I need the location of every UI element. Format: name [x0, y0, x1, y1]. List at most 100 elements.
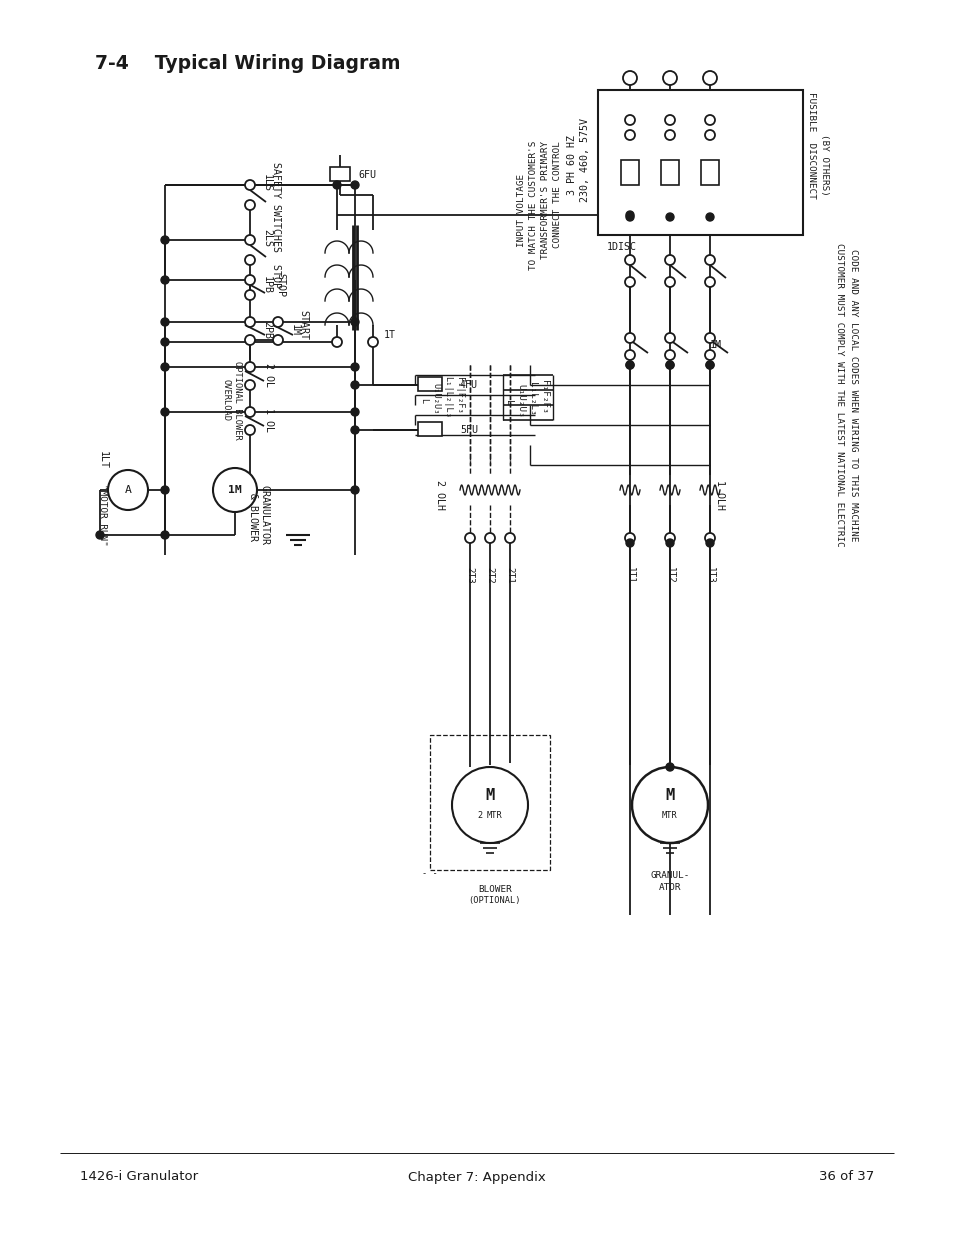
Circle shape — [273, 317, 283, 327]
Text: 1DISC: 1DISC — [606, 242, 637, 252]
Circle shape — [625, 361, 634, 369]
Circle shape — [351, 182, 358, 189]
Text: 1 OLH: 1 OLH — [714, 480, 724, 510]
Circle shape — [161, 363, 169, 370]
Circle shape — [664, 130, 675, 140]
Circle shape — [245, 200, 254, 210]
Bar — [430, 735, 550, 869]
Text: 2T3: 2T3 — [465, 567, 474, 583]
Text: 2T1: 2T1 — [505, 567, 514, 583]
Circle shape — [702, 70, 717, 85]
Circle shape — [704, 130, 714, 140]
Circle shape — [704, 350, 714, 359]
Circle shape — [664, 333, 675, 343]
Text: START: START — [297, 310, 308, 340]
Circle shape — [464, 534, 475, 543]
Text: (OPTIONAL): (OPTIONAL) — [468, 895, 520, 904]
Circle shape — [665, 361, 673, 369]
Circle shape — [161, 275, 169, 284]
Circle shape — [665, 212, 673, 221]
Circle shape — [705, 361, 713, 369]
Circle shape — [161, 408, 169, 416]
Text: & BLOWER: & BLOWER — [248, 493, 257, 541]
Bar — [417, 422, 441, 436]
Circle shape — [664, 254, 675, 266]
Circle shape — [332, 337, 341, 347]
Circle shape — [704, 333, 714, 343]
Text: U₁U₂U₃: U₁U₂U₃ — [431, 383, 440, 415]
Text: SAFETY SWITCHES  STOP: SAFETY SWITCHES STOP — [271, 162, 281, 288]
Text: L: L — [504, 400, 513, 406]
Circle shape — [664, 350, 675, 359]
Circle shape — [664, 534, 675, 543]
Bar — [700, 161, 719, 185]
Text: 1 OL: 1 OL — [264, 408, 274, 432]
Circle shape — [245, 254, 254, 266]
Text: 2LS: 2LS — [262, 228, 272, 247]
Text: CODE AND ANY LOCAL CODES WHEN WIRING TO THIS MACHINE: CODE AND ANY LOCAL CODES WHEN WIRING TO … — [848, 248, 858, 541]
Bar — [620, 161, 639, 185]
Circle shape — [273, 335, 283, 345]
Circle shape — [351, 408, 358, 416]
Text: TRANSFORMER'S PRIMARY: TRANSFORMER'S PRIMARY — [541, 141, 550, 259]
Bar — [330, 167, 350, 182]
Circle shape — [452, 767, 527, 844]
Text: M: M — [485, 788, 495, 803]
Text: L₁|L₂|L₃: L₁|L₂|L₃ — [443, 375, 452, 417]
Text: 1T3: 1T3 — [705, 567, 714, 583]
Text: TO MATCH THE CUSTOMER'S: TO MATCH THE CUSTOMER'S — [529, 141, 537, 269]
Circle shape — [665, 538, 673, 547]
Text: U₁U₂U₃: U₁U₂U₃ — [516, 384, 525, 417]
Circle shape — [665, 763, 673, 771]
Circle shape — [351, 426, 358, 433]
Circle shape — [624, 534, 635, 543]
Circle shape — [245, 380, 254, 390]
Text: MTR: MTR — [487, 810, 502, 820]
Text: 1T: 1T — [384, 330, 395, 340]
Circle shape — [625, 361, 634, 369]
Circle shape — [161, 317, 169, 326]
Circle shape — [161, 487, 169, 494]
Circle shape — [245, 180, 254, 190]
Circle shape — [245, 235, 254, 245]
Circle shape — [704, 254, 714, 266]
Text: L: L — [419, 399, 428, 404]
Circle shape — [161, 236, 169, 245]
Text: 1M: 1M — [709, 340, 721, 350]
Circle shape — [622, 70, 637, 85]
Text: GRANUL-: GRANUL- — [650, 871, 689, 879]
Text: - -: - - — [421, 868, 437, 878]
Text: 1426-i Granulator: 1426-i Granulator — [80, 1171, 198, 1183]
Text: F₁F₂F₃: F₁F₂F₃ — [540, 380, 549, 414]
Circle shape — [504, 534, 515, 543]
Circle shape — [704, 115, 714, 125]
Circle shape — [351, 363, 358, 370]
Text: STOP: STOP — [274, 273, 285, 296]
Bar — [417, 377, 441, 391]
Circle shape — [351, 487, 358, 494]
Circle shape — [704, 277, 714, 287]
Circle shape — [624, 277, 635, 287]
Text: BLOWER: BLOWER — [477, 885, 512, 894]
Circle shape — [624, 130, 635, 140]
Text: 1LT: 1LT — [98, 451, 108, 469]
Text: CUSTOMER MUST COMPLY WITH THE LATEST NATIONAL ELECTRIC: CUSTOMER MUST COMPLY WITH THE LATEST NAT… — [835, 243, 843, 547]
Text: 3 PH 60 HZ: 3 PH 60 HZ — [566, 135, 577, 195]
Text: 2T2: 2T2 — [485, 567, 494, 583]
Circle shape — [625, 538, 634, 547]
Text: 230, 460, 575V: 230, 460, 575V — [579, 119, 589, 203]
Text: INPUT VOLTAGE: INPUT VOLTAGE — [517, 173, 526, 247]
Text: 36 of 37: 36 of 37 — [818, 1171, 873, 1183]
Text: CONNECT THE CONTROL: CONNECT THE CONTROL — [553, 142, 562, 248]
Text: 1T1: 1T1 — [625, 567, 634, 583]
Circle shape — [705, 538, 713, 547]
Text: 5FU: 5FU — [459, 425, 477, 435]
Circle shape — [625, 211, 634, 219]
Circle shape — [245, 362, 254, 372]
Text: ATOR: ATOR — [659, 883, 680, 892]
Circle shape — [705, 361, 713, 369]
Text: M: M — [664, 788, 674, 803]
Circle shape — [664, 115, 675, 125]
Circle shape — [624, 115, 635, 125]
Circle shape — [96, 531, 104, 538]
